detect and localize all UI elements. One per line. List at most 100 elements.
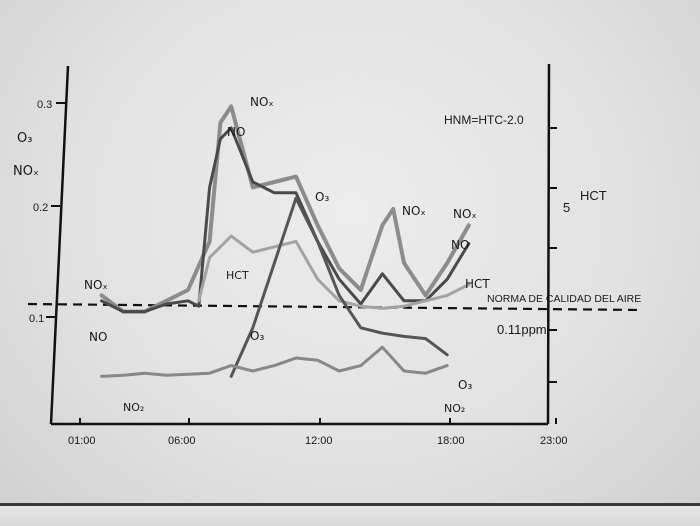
data-point xyxy=(230,364,232,367)
data-point xyxy=(208,256,211,259)
y-left-label-nox: NOₓ xyxy=(13,164,39,179)
annotation-hct-mid: HCT xyxy=(226,269,249,282)
data-point xyxy=(273,181,276,183)
series-line-no xyxy=(100,126,471,314)
data-point xyxy=(381,346,384,349)
standard-label: NORMA DE CALIDAD DEL AIRE xyxy=(487,293,641,305)
data-point xyxy=(468,283,470,286)
y-left-tick-label: 0.2 xyxy=(33,202,48,214)
annotation-o3-peak: O₃ xyxy=(315,190,329,204)
data-point xyxy=(295,357,297,359)
data-point xyxy=(338,278,341,281)
data-point xyxy=(392,208,395,210)
x-tick-label: 06:00 xyxy=(168,435,196,447)
data-point xyxy=(468,224,470,226)
annotation-nox-peak: NOₓ xyxy=(250,95,274,109)
data-point xyxy=(338,267,341,270)
air-quality-standard-line xyxy=(27,302,643,312)
data-point xyxy=(424,337,427,340)
data-point xyxy=(273,262,276,264)
data-point xyxy=(316,240,319,243)
data-point xyxy=(446,364,449,367)
data-point xyxy=(208,240,211,243)
data-point xyxy=(446,294,449,297)
data-point xyxy=(424,372,427,375)
annotation-no-left: NO xyxy=(89,330,107,344)
data-point xyxy=(252,181,254,183)
data-point xyxy=(468,242,470,245)
data-point xyxy=(230,127,232,129)
annotation-o3-rise: O₃ xyxy=(250,329,264,343)
data-point xyxy=(252,370,254,372)
chart-note: HNM=HTC-2.0 xyxy=(444,113,524,127)
data-point xyxy=(198,300,200,302)
data-point xyxy=(208,372,211,375)
data-point xyxy=(295,175,297,178)
x-tick-label: 18:00 xyxy=(437,435,465,447)
data-point xyxy=(100,375,103,378)
data-point xyxy=(122,310,124,313)
annotation-hct-right: HCT xyxy=(465,277,490,291)
data-point xyxy=(295,197,297,199)
data-point xyxy=(403,300,405,302)
axes xyxy=(46,63,557,426)
x-tick-label: 23:00 xyxy=(540,435,568,447)
data-point xyxy=(165,303,168,305)
data-point xyxy=(252,186,254,189)
x-tick-label: 12:00 xyxy=(305,435,333,447)
data-point xyxy=(187,373,189,376)
data-point xyxy=(187,300,189,302)
data-point xyxy=(381,307,384,310)
data-point xyxy=(198,305,200,308)
y-left-tick-label: 0.3 xyxy=(37,99,52,111)
data-point xyxy=(316,278,319,281)
photo-bottom-edge xyxy=(0,503,700,526)
data-point xyxy=(100,294,103,297)
data-point xyxy=(219,138,222,140)
y-right-tick-label: 5 xyxy=(563,200,570,215)
data-point xyxy=(446,354,449,356)
data-point xyxy=(381,273,384,275)
data-point xyxy=(295,240,297,243)
annotation-o3-end: O₃ xyxy=(458,378,472,392)
right-axis xyxy=(546,63,551,425)
series-line-o xyxy=(229,196,449,378)
left-axis xyxy=(49,65,70,425)
data-point xyxy=(360,303,362,305)
data-point xyxy=(360,327,362,329)
data-point xyxy=(208,186,211,189)
annotation-no2-right: NO₂ xyxy=(444,402,465,415)
data-point xyxy=(100,300,103,302)
y-left-tick-label: 0.1 xyxy=(29,313,44,325)
annotation-no-right: NO xyxy=(451,238,469,252)
y-right-label-hct: HCT xyxy=(580,188,607,203)
annotation-nox-right1: NOₓ xyxy=(402,204,426,218)
y-left-label-o3: O₃ xyxy=(17,131,32,146)
data-point xyxy=(295,192,297,194)
data-point xyxy=(144,372,146,375)
data-point xyxy=(338,300,341,302)
data-point xyxy=(338,294,341,297)
standard-value-label: 0.11ppm xyxy=(497,322,547,337)
data-point xyxy=(144,310,146,313)
data-point xyxy=(230,105,232,108)
data-point xyxy=(252,327,254,329)
series-layer xyxy=(99,104,471,378)
data-point xyxy=(165,300,168,302)
data-point xyxy=(273,364,276,367)
data-point xyxy=(252,251,254,253)
data-point xyxy=(446,262,449,264)
series-line-no xyxy=(100,345,449,378)
data-point xyxy=(446,278,449,281)
data-point xyxy=(360,289,362,291)
data-point xyxy=(187,289,189,291)
data-point xyxy=(424,300,427,302)
data-point xyxy=(316,359,319,362)
series-line-hct xyxy=(197,234,471,310)
data-point xyxy=(165,374,168,377)
data-point xyxy=(381,224,384,226)
data-point xyxy=(273,246,276,248)
annotation-no2-left: NO₂ xyxy=(123,401,144,414)
